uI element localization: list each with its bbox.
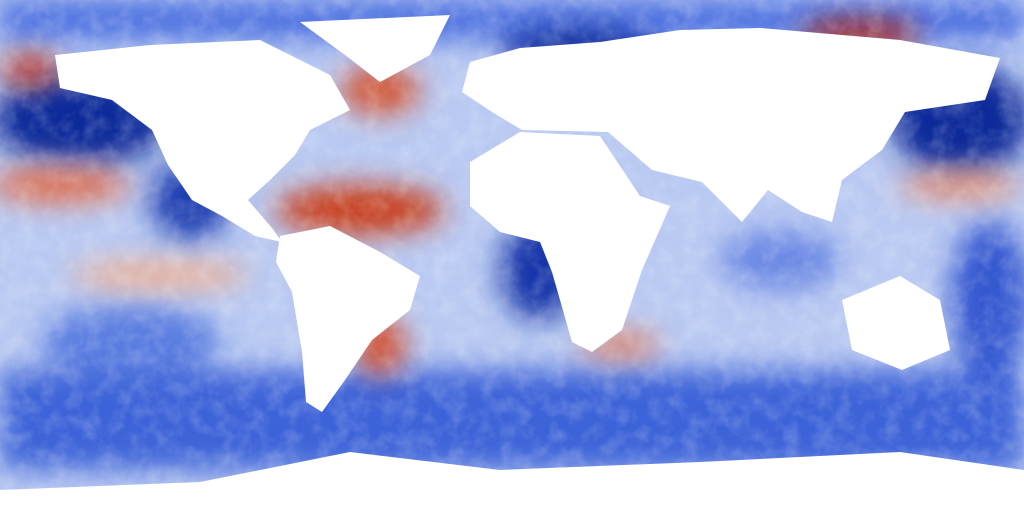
antarctica bbox=[0, 452, 1024, 512]
greenland bbox=[300, 15, 450, 82]
south-america bbox=[276, 226, 420, 412]
north-america bbox=[55, 40, 350, 242]
eurasia bbox=[462, 28, 1000, 222]
island bbox=[358, 460, 386, 470]
australia bbox=[842, 276, 950, 370]
land bbox=[0, 15, 1024, 512]
africa bbox=[470, 132, 670, 352]
